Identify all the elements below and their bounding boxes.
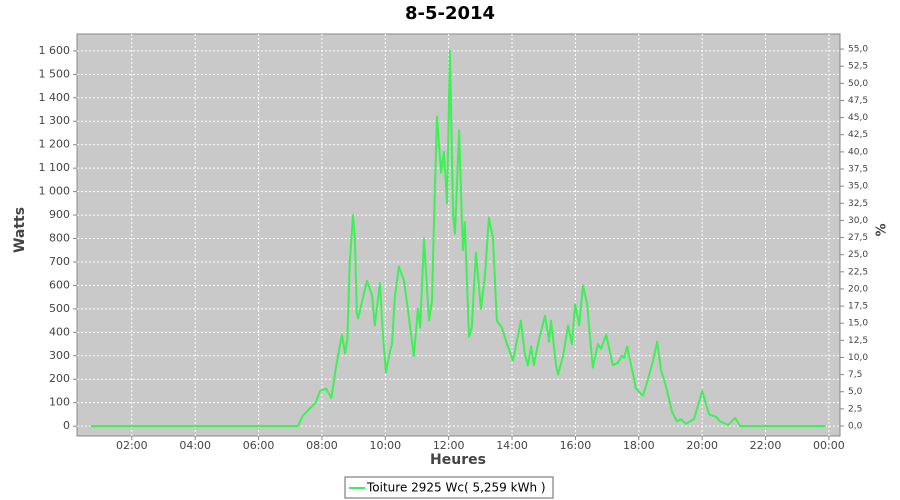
y2-tick-label: 22,5 (848, 267, 868, 277)
x-axis-label: Heures (430, 452, 486, 468)
y-tick-label: 400 (49, 325, 70, 338)
y-tick-label: 900 (49, 208, 70, 221)
y2-tick-label: 30,0 (848, 216, 868, 226)
x-tick-label: 16:00 (560, 439, 592, 452)
y-tick-label: 1 400 (39, 91, 71, 104)
y2-tick-label: 2,5 (848, 404, 862, 414)
plot-area (76, 33, 841, 437)
y2-tick-label: 20,0 (848, 284, 868, 294)
y-tick-label: 1 500 (39, 67, 71, 80)
y2-tick-label: 15,0 (848, 319, 868, 329)
chart-title: 8-5-2014 (405, 3, 495, 24)
y2-axis-label: % (875, 223, 890, 236)
x-tick-label: 00:00 (813, 439, 845, 452)
x-tick-label: 18:00 (623, 439, 655, 452)
y-tick-label: 1 000 (39, 185, 71, 198)
y2-tick-label: 52,5 (848, 62, 868, 72)
y-tick-label: 800 (49, 232, 70, 245)
x-tick-label: 12:00 (433, 439, 465, 452)
legend-label: Toiture 2925 Wc( 5,259 kWh ) (366, 481, 546, 495)
y-tick-label: 0 (63, 419, 70, 432)
y2-tick-label: 27,5 (848, 233, 868, 243)
y2-tick-label: 42,5 (848, 130, 868, 140)
y2-tick-label: 40,0 (848, 147, 868, 157)
y2-tick-label: 10,0 (848, 353, 868, 363)
x-tick-label: 22:00 (750, 439, 782, 452)
series-line (90, 49, 826, 428)
y-tick-label: 700 (49, 255, 70, 268)
y2-tick-label: 25,0 (848, 250, 868, 260)
y-tick-label: 300 (49, 349, 70, 362)
y-tick-label: 600 (49, 278, 70, 291)
y-tick-label: 1 100 (39, 161, 71, 174)
x-tick-label: 20:00 (686, 439, 718, 452)
y2-tick-label: 50,0 (848, 79, 868, 89)
y2-tick-label: 37,5 (848, 165, 868, 175)
y-tick-label: 1 300 (39, 114, 71, 127)
y-tick-label: 1 200 (39, 138, 71, 151)
y2-tick-label: 0,0 (848, 421, 863, 431)
x-tick-label: 02:00 (116, 439, 148, 452)
y2-tick-label: 35,0 (848, 182, 868, 192)
x-tick-label: 08:00 (306, 439, 338, 452)
y2-tick-label: 45,0 (848, 113, 868, 123)
y2-tick-label: 32,5 (848, 199, 868, 209)
x-tick-label: 14:00 (496, 439, 528, 452)
y-tick-label: 100 (49, 396, 70, 409)
y-axis-label: Watts (12, 207, 28, 253)
y2-tick-label: 7,5 (848, 370, 862, 380)
y2-tick-label: 17,5 (848, 302, 868, 312)
y2-tick-label: 55,0 (848, 45, 868, 55)
y-tick-label: 200 (49, 372, 70, 385)
y2-tick-label: 12,5 (848, 336, 868, 346)
x-tick-label: 10:00 (369, 439, 401, 452)
y2-tick-label: 5,0 (848, 387, 863, 397)
y-tick-label: 500 (49, 302, 70, 315)
y-tick-label: 1 600 (39, 44, 71, 57)
x-tick-label: 04:00 (179, 439, 211, 452)
x-tick-label: 06:00 (243, 439, 275, 452)
legend-box (344, 476, 554, 499)
y2-tick-label: 47,5 (848, 96, 868, 106)
